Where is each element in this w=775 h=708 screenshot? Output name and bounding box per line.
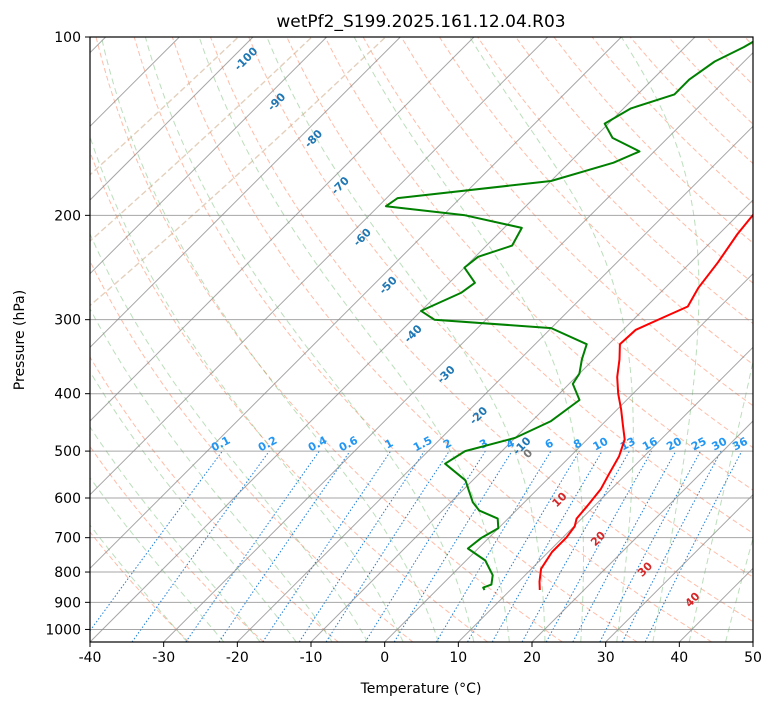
moist-adiabat	[90, 524, 188, 642]
mixing-ratio-label: 36	[730, 435, 750, 454]
isotherm	[90, 37, 254, 201]
x-tick-label: 0	[380, 650, 389, 666]
plot-frame	[89, 36, 754, 643]
temperature-profile	[538, 213, 753, 591]
isotherm	[90, 37, 696, 642]
moist-adiabat	[144, 37, 475, 642]
moist-adiabat	[725, 536, 753, 642]
ice-guide-line	[90, 37, 387, 307]
mixing-ratio-line	[298, 450, 425, 642]
x-tick-label: 50	[744, 650, 762, 666]
mixing-ratio-label: 10	[591, 435, 611, 454]
moist-adiabat	[90, 307, 333, 642]
dry-adiabat	[90, 445, 264, 642]
moist-adiabat	[90, 476, 225, 642]
y-tick-label: 100	[54, 30, 81, 46]
x-tick-label: 30	[597, 650, 615, 666]
mixing-ratio-line	[185, 450, 320, 642]
x-axis-label: Temperature (°C)	[360, 681, 482, 697]
dry-adiabat	[133, 37, 638, 642]
isotherm	[531, 420, 753, 642]
moist-adiabat	[90, 426, 261, 642]
dry-adiabat	[210, 37, 753, 623]
x-tick-label: -20	[226, 650, 249, 666]
x-tick-label: -30	[152, 650, 175, 666]
dry-adiabat	[90, 150, 488, 642]
x-tick-label: 20	[523, 650, 541, 666]
dry-adiabat	[90, 356, 339, 642]
isotherm	[236, 125, 753, 642]
isotherm	[90, 37, 328, 275]
isotherm	[310, 199, 753, 642]
dry-adiabat	[400, 37, 753, 407]
dry-adiabat	[324, 37, 753, 491]
y-tick-label: 500	[54, 444, 81, 460]
isotherm	[384, 272, 753, 642]
moist-adiabat	[469, 37, 634, 642]
moist-adiabat	[90, 370, 297, 642]
y-axis-label: Pressure (hPa)	[12, 290, 28, 390]
y-tick-label: 400	[54, 387, 81, 403]
moist-adiabat	[90, 135, 404, 642]
dry-adiabat	[95, 37, 563, 642]
mixing-ratio-line	[644, 450, 743, 642]
mixing-ratio-line	[572, 450, 677, 642]
mixing-ratio-line	[393, 450, 513, 642]
y-tick-label: 700	[54, 531, 81, 547]
dry-adiabat	[171, 37, 712, 642]
profiles	[384, 40, 753, 591]
y-tick-label: 600	[54, 491, 81, 507]
moist-adiabat	[688, 359, 753, 642]
isotherm	[605, 493, 753, 642]
isotherm	[163, 51, 753, 642]
x-tick-label: 10	[449, 650, 467, 666]
dry-adiabat	[515, 37, 753, 284]
mixing-ratio-line	[131, 450, 270, 642]
y-tick-label: 300	[54, 313, 81, 329]
moist-adiabat	[100, 37, 439, 642]
moist-adiabat	[90, 232, 369, 642]
grid-lines	[90, 37, 753, 642]
axis-ticks: -40 -30 -20 -10 0 10 20 30 40 50 100 200 300 400 500 60…	[45, 30, 762, 666]
x-tick-label: -10	[300, 650, 323, 666]
mixing-ratio-label: 30	[710, 435, 730, 454]
isotherm	[90, 37, 475, 422]
x-tick-label: -40	[79, 650, 102, 666]
mixing-ratio-line	[521, 450, 630, 642]
mixing-ratio-label: 20	[664, 435, 684, 454]
mixing-ratio-line	[545, 450, 653, 642]
mixing-ratio-line	[218, 450, 351, 642]
mixing-ratio-line	[435, 450, 552, 642]
mixing-ratio-line	[621, 450, 722, 642]
mixing-ratio-line	[364, 450, 486, 642]
moist-adiabat	[266, 37, 546, 642]
dry-adiabat	[438, 37, 753, 366]
x-tick-label: 40	[670, 650, 688, 666]
isotherm	[90, 37, 622, 570]
mixing-ratio-line	[90, 450, 223, 632]
dry-adiabat	[248, 37, 753, 578]
mixing-ratio-line	[325, 450, 450, 642]
mixing-ratio-label: 25	[689, 435, 709, 454]
mixing-ratio-line	[262, 450, 392, 642]
mixing-ratio-label: 16	[640, 435, 660, 454]
dewpoint-profile	[384, 40, 753, 591]
dry-adiabat	[90, 531, 190, 642]
chart-title: wetPf2_S199.2025.161.12.04.R03	[276, 12, 565, 32]
y-tick-label: 1000	[45, 622, 81, 638]
isotherm	[457, 346, 753, 642]
isotherm	[90, 37, 401, 349]
y-tick-label: 200	[54, 208, 81, 224]
moist-adiabat	[353, 37, 584, 642]
moist-adiabat	[620, 37, 700, 642]
y-tick-label: 800	[54, 565, 81, 581]
mixing-ratio-label: 13	[618, 435, 638, 454]
mixing-ratio-line	[599, 450, 701, 642]
isotherm	[90, 37, 549, 496]
moist-adiabat	[198, 37, 510, 642]
background-lines	[90, 37, 753, 642]
y-tick-label: 900	[54, 595, 81, 611]
